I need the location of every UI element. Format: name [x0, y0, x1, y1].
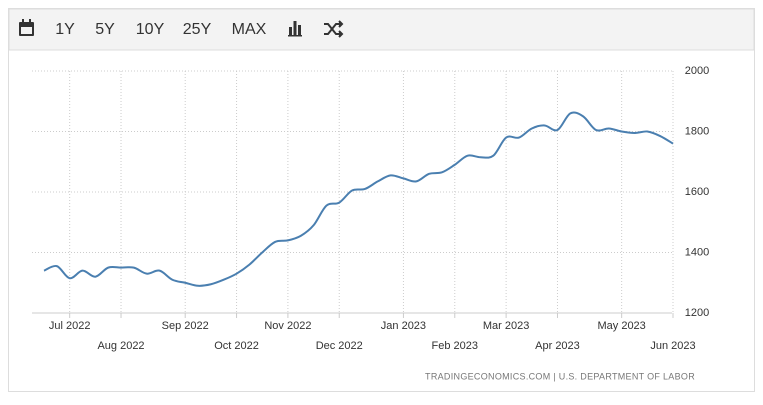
- x-tick-label: Nov 2022: [264, 320, 311, 332]
- source: TRADINGECONOMICS.COM | U.S. DEPARTMENT O…: [425, 371, 695, 381]
- x-tick-label: Oct 2022: [214, 340, 259, 352]
- x-tick-label: Dec 2022: [316, 340, 363, 352]
- toolbar: [8, 8, 755, 51]
- x-tick-label: May 2023: [597, 320, 645, 332]
- x-tick-label: Jan 2023: [381, 320, 426, 332]
- series-line: [43, 111, 674, 287]
- calendar-icon[interactable]: [19, 19, 34, 36]
- frame: [8, 8, 755, 392]
- y-tick-label: 1800: [685, 125, 709, 137]
- bar-icon[interactable]: [288, 21, 302, 37]
- range-button[interactable]: 10Y: [136, 21, 165, 38]
- range-button[interactable]: 25Y: [183, 21, 212, 38]
- x-tick-label: Feb 2023: [432, 340, 478, 352]
- y-tick-label: 1600: [685, 186, 709, 198]
- range-button[interactable]: 5Y: [95, 21, 115, 38]
- y-tick-label: 2000: [685, 65, 709, 77]
- y-tick-label: 1400: [685, 246, 709, 258]
- range-button[interactable]: MAX: [232, 21, 267, 38]
- x-tick-label: Aug 2022: [97, 340, 144, 352]
- y-tick-label: 1200: [685, 307, 709, 319]
- x-tick-label: Jul 2022: [49, 320, 91, 332]
- x-tick-label: Sep 2022: [162, 320, 209, 332]
- shuffle-icon[interactable]: [324, 20, 344, 38]
- range-button[interactable]: 1Y: [55, 21, 75, 38]
- x-tick-label: Apr 2023: [535, 340, 580, 352]
- x-tick-label: Jun 2023: [650, 340, 695, 352]
- x-tick-label: Mar 2023: [483, 320, 529, 332]
